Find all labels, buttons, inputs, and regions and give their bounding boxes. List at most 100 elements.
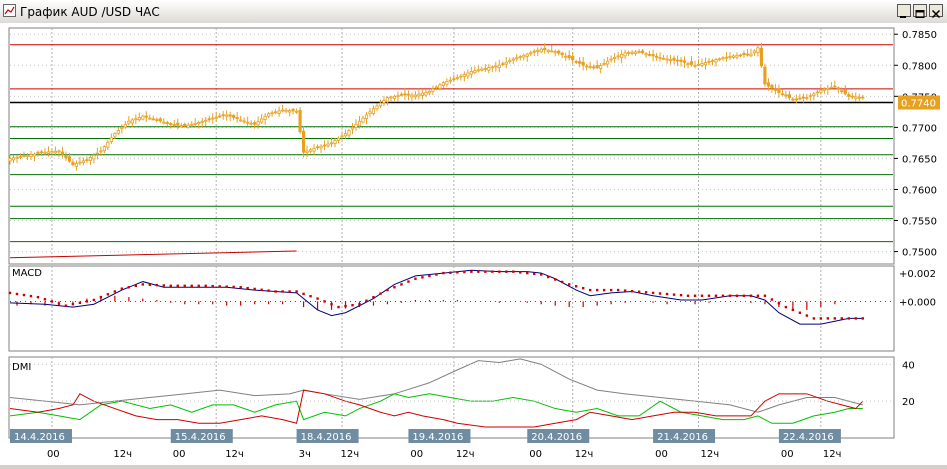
hour-label: 12ч bbox=[341, 449, 360, 460]
candle-body bbox=[829, 86, 833, 89]
macd-signal-point bbox=[8, 291, 12, 295]
candle-body bbox=[675, 59, 680, 62]
candle-body bbox=[305, 150, 309, 154]
candle-body bbox=[861, 96, 865, 99]
candle-body bbox=[32, 153, 37, 157]
candle-body bbox=[204, 119, 208, 122]
macd-signal-point bbox=[246, 286, 249, 290]
macd-signal-point bbox=[239, 286, 242, 289]
candle-body bbox=[571, 55, 575, 61]
macd-signal-point bbox=[36, 295, 40, 299]
macd-signal-point bbox=[756, 294, 760, 297]
candle-body bbox=[441, 82, 445, 86]
candle-body bbox=[840, 90, 844, 93]
macd-signal-point bbox=[470, 270, 473, 273]
macd-signal-point bbox=[134, 284, 138, 288]
minimize-button[interactable] bbox=[897, 4, 911, 18]
candle-body bbox=[246, 121, 250, 124]
candle-body bbox=[277, 110, 281, 114]
candle-body bbox=[508, 60, 512, 63]
candle-body bbox=[106, 141, 110, 148]
candle-body bbox=[843, 89, 847, 95]
date-label: 15.4.2016 bbox=[175, 432, 226, 443]
candle-body bbox=[190, 123, 194, 126]
macd-signal-point bbox=[99, 295, 103, 299]
candle-body bbox=[644, 53, 648, 56]
candle-body bbox=[700, 63, 704, 66]
macd-signal-point bbox=[85, 300, 89, 303]
macd-signal-point bbox=[728, 294, 732, 297]
price-tick-label: 0.7700 bbox=[902, 123, 937, 134]
candle-body bbox=[162, 121, 166, 124]
macd-signal-point bbox=[372, 295, 375, 299]
macd-signal-point bbox=[847, 317, 850, 320]
candle-body bbox=[120, 126, 124, 130]
candle-body bbox=[501, 63, 505, 66]
date-badge bbox=[296, 429, 359, 443]
candle-body bbox=[92, 154, 96, 160]
macd-signal-point bbox=[232, 285, 235, 289]
maximize-icon bbox=[915, 10, 925, 18]
candle-body bbox=[445, 81, 449, 85]
candle-body bbox=[640, 50, 645, 54]
maximize-button[interactable] bbox=[913, 4, 927, 18]
candle-body bbox=[165, 122, 169, 124]
macd-signal-point bbox=[630, 290, 634, 293]
candle-body bbox=[172, 124, 176, 126]
candle-body bbox=[15, 156, 19, 159]
macd-signal-point bbox=[379, 292, 382, 295]
candle-body bbox=[8, 158, 12, 162]
candle-body bbox=[281, 109, 285, 112]
macd-signal-point bbox=[393, 286, 396, 289]
candle-body bbox=[812, 93, 816, 96]
candle-body bbox=[766, 82, 771, 87]
candle-body bbox=[319, 145, 323, 149]
candle-body bbox=[340, 135, 344, 138]
macd-signal-point bbox=[609, 288, 613, 292]
candle-body bbox=[613, 57, 617, 59]
macd-signal-point bbox=[588, 288, 592, 292]
macd-signal-point bbox=[644, 291, 648, 294]
macd-signal-point bbox=[854, 317, 857, 320]
candle-body bbox=[651, 54, 655, 57]
date-label: 18.4.2016 bbox=[301, 432, 352, 443]
candle-body bbox=[357, 120, 362, 127]
candle-body bbox=[176, 122, 180, 126]
candle-body bbox=[11, 157, 16, 161]
candle-body bbox=[543, 47, 547, 51]
candle-body bbox=[364, 114, 369, 120]
macd-signal-point bbox=[581, 286, 585, 290]
price-tick-label: 0.7650 bbox=[902, 154, 937, 165]
macd-signal-point bbox=[491, 270, 494, 273]
candle-body bbox=[696, 63, 701, 66]
macd-signal-point bbox=[672, 293, 676, 296]
macd-signal-point bbox=[71, 303, 75, 306]
candle-body bbox=[18, 156, 23, 158]
candle-body bbox=[294, 110, 299, 113]
candle-body bbox=[647, 54, 652, 56]
candle-body bbox=[218, 115, 222, 118]
candle-body bbox=[53, 150, 58, 154]
candles bbox=[8, 42, 865, 171]
candle-body bbox=[724, 56, 729, 59]
candle-body bbox=[315, 146, 320, 149]
dmi-tick-label: 40 bbox=[902, 360, 915, 371]
candle-body bbox=[459, 75, 463, 78]
macd-signal-point bbox=[400, 283, 403, 286]
candle-body bbox=[343, 133, 348, 137]
candle-body bbox=[560, 52, 564, 56]
macd-signal-point bbox=[554, 278, 557, 281]
macd-signal-point bbox=[665, 292, 669, 296]
macd-signal-point bbox=[337, 305, 340, 309]
close-button[interactable] bbox=[929, 4, 943, 19]
dmi-minus_di-line bbox=[9, 389, 864, 428]
candle-body bbox=[623, 52, 627, 57]
candle-body bbox=[661, 57, 666, 60]
candle-body bbox=[567, 55, 571, 59]
macd-signal-point bbox=[204, 284, 207, 288]
chart-area[interactable]: 0.78500.78000.77500.77000.76500.76000.75… bbox=[0, 23, 947, 465]
candle-body bbox=[515, 57, 519, 60]
candle-body bbox=[511, 58, 515, 61]
candle-body bbox=[791, 98, 795, 101]
candle-body bbox=[494, 65, 498, 68]
